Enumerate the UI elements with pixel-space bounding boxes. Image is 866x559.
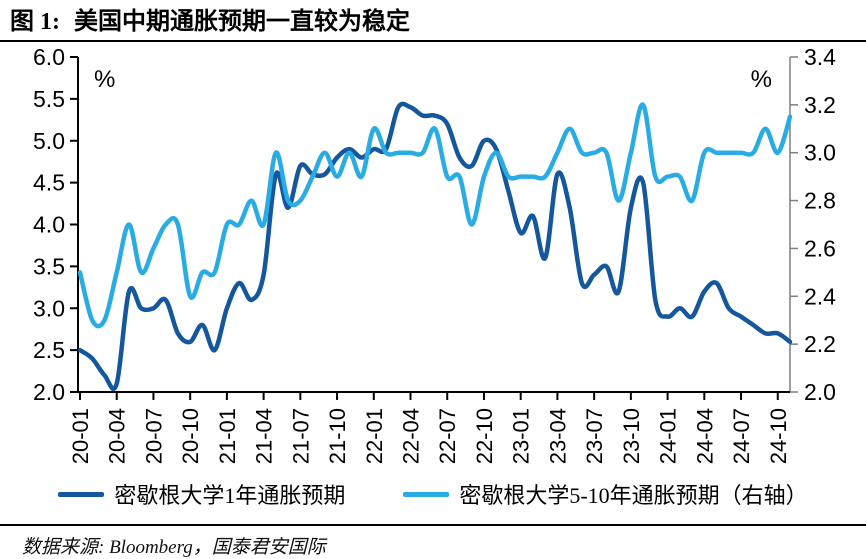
x-tick-label: 20-10: [178, 408, 203, 464]
right-tick-label: 2.0: [804, 379, 836, 405]
x-tick-label: 22-01: [362, 408, 387, 464]
right-tick-label: 3.4: [804, 44, 836, 70]
x-tick-label: 20-04: [105, 408, 130, 464]
page-title: 美国中期通胀预期一直较为稳定: [74, 9, 410, 35]
chart-legend: 密歇根大学1年通胀预期 密歇根大学5-10年通胀预期（右轴）: [0, 478, 866, 510]
left-tick-label: 2.0: [33, 379, 65, 405]
left-tick-label: 2.5: [33, 337, 65, 363]
left-tick-label: 4.5: [33, 170, 65, 196]
series-line-5-10yr: [77, 102, 793, 329]
left-tick-label: 5.0: [33, 128, 65, 154]
figure-label: 图 1:: [10, 9, 60, 35]
series-line-1yr: [77, 101, 793, 392]
x-tick-label: 21-10: [325, 408, 350, 464]
left-tick-label: 4.0: [33, 212, 65, 238]
source-note: 数据来源: Bloomberg，国泰君安国际: [22, 537, 326, 558]
left-tick-label: 6.0: [33, 44, 65, 70]
legend-item-1yr: 密歇根大学1年通胀预期: [58, 478, 345, 510]
x-tick-label: 21-04: [252, 408, 277, 464]
x-tick-label: 23-10: [619, 408, 644, 464]
right-tick-label: 3.2: [804, 92, 836, 118]
legend-swatch-1yr: [58, 491, 105, 497]
figure-footer: 数据来源: Bloomberg，国泰君安国际: [0, 524, 866, 559]
x-tick-label: 23-01: [509, 408, 534, 464]
x-tick-label: 23-04: [545, 408, 570, 464]
left-tick-label: 3.0: [33, 295, 65, 321]
legend-label-5-10yr: 密歇根大学5-10年通胀预期（右轴）: [459, 483, 808, 508]
x-tick-label: 22-04: [399, 408, 424, 464]
x-tick-label: 21-01: [215, 408, 240, 464]
right-tick-label: 2.4: [804, 283, 836, 309]
x-tick-label: 20-01: [68, 408, 93, 464]
legend-label-1yr: 密歇根大学1年通胀预期: [114, 483, 346, 508]
right-tick-label: 3.0: [804, 140, 836, 166]
right-axis-unit: %: [751, 66, 772, 93]
x-tick-label: 24-01: [656, 408, 681, 464]
legend-swatch-5-10yr: [403, 491, 450, 497]
left-tick-label: 3.5: [33, 253, 65, 279]
x-tick-label: 21-07: [288, 408, 313, 464]
x-tick-label: 23-07: [582, 408, 607, 464]
left-tick-label: 5.5: [33, 86, 65, 112]
x-tick-label: 24-07: [729, 408, 754, 464]
x-tick-label: 22-10: [472, 408, 497, 464]
right-tick-label: 2.2: [804, 331, 836, 357]
left-axis-unit: %: [94, 66, 115, 93]
x-tick-label: 20-07: [141, 408, 166, 464]
right-tick-label: 2.6: [804, 235, 836, 261]
figure-header: 图 1: 美国中期通胀预期一直较为稳定: [0, 0, 866, 42]
right-tick-label: 2.8: [804, 188, 836, 214]
x-tick-label: 24-10: [766, 408, 791, 464]
legend-item-5-10yr: 密歇根大学5-10年通胀预期（右轴）: [403, 478, 808, 510]
x-tick-label: 24-04: [692, 408, 717, 464]
x-tick-label: 22-07: [435, 408, 460, 464]
inflation-expectations-chart: 2.0 2.5 3.0 3.5 4.0 4.5 5.0 5.5 6.0 2.0 2.2 2.4 2.6 2…: [33, 44, 836, 464]
